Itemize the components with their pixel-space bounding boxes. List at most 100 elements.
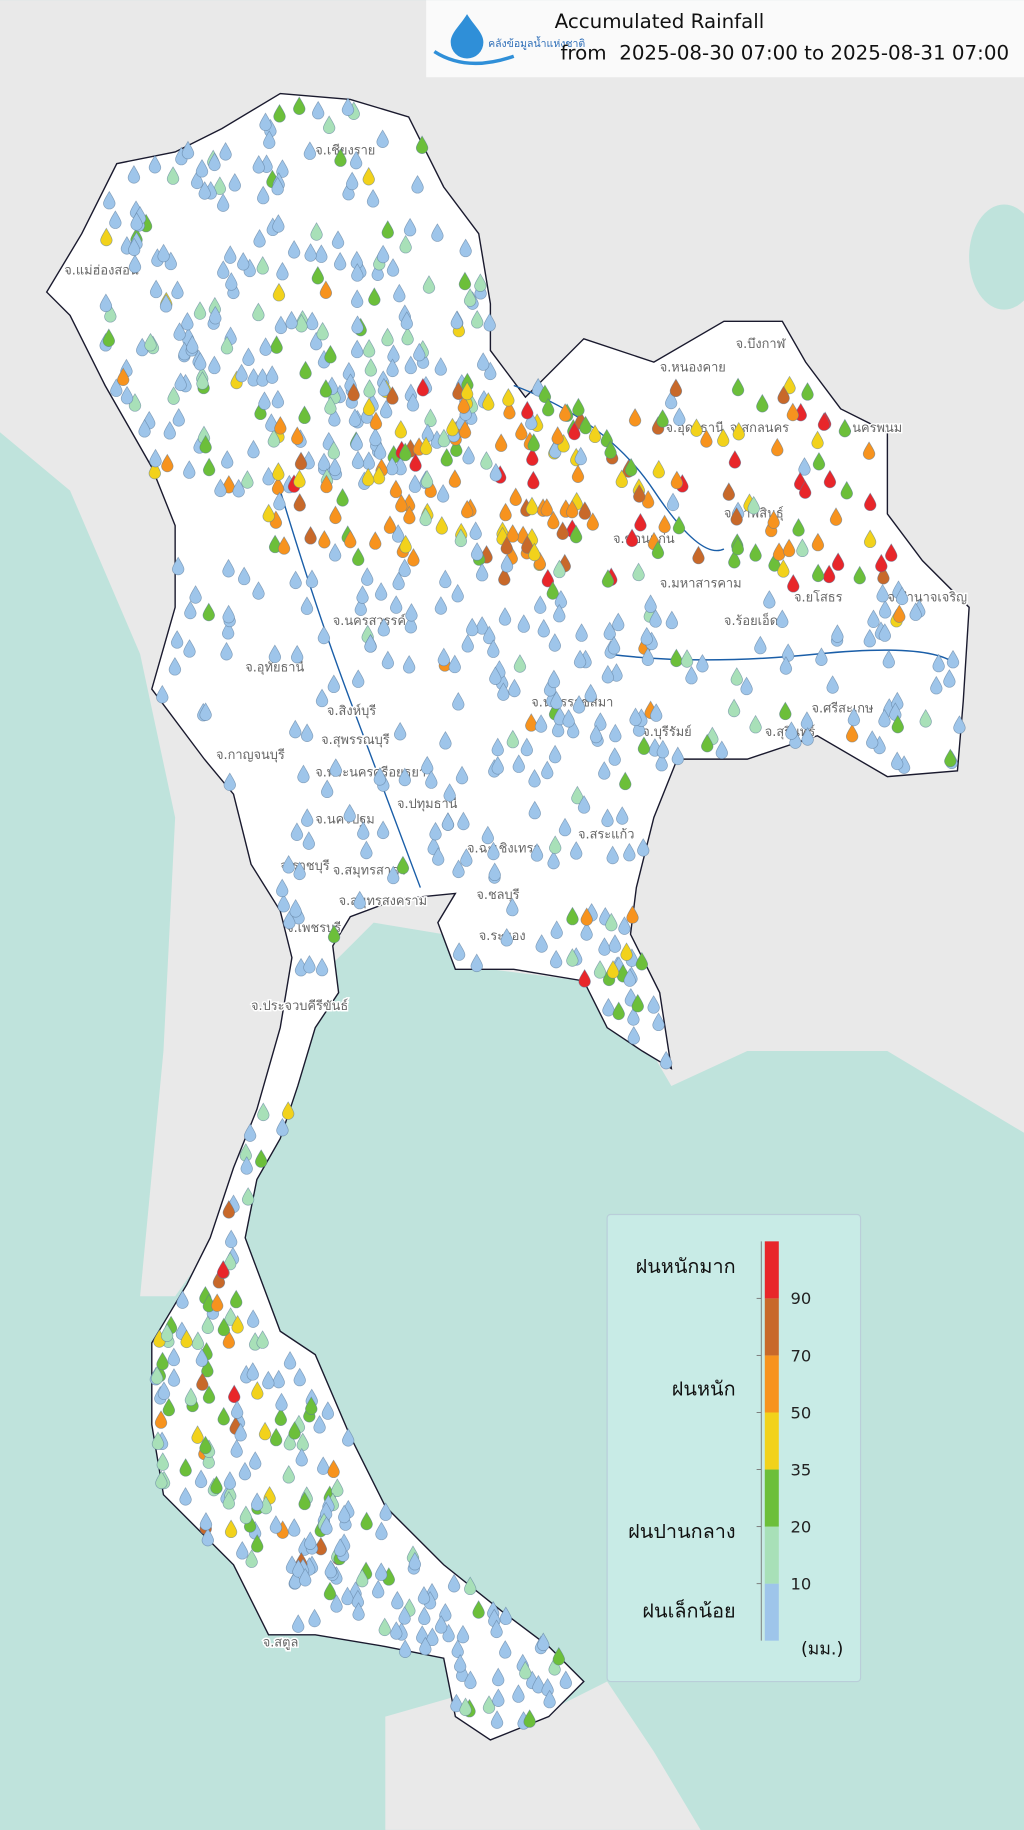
- rain-marker: [273, 491, 286, 511]
- rain-marker: [487, 639, 500, 658]
- rain-marker: [148, 460, 162, 480]
- rain-marker: [946, 649, 960, 669]
- rain-marker: [457, 811, 470, 831]
- rain-marker: [252, 302, 265, 322]
- rain-marker: [574, 446, 587, 466]
- rain-marker: [195, 1348, 209, 1367]
- rain-marker: [877, 565, 890, 585]
- rain-marker: [558, 817, 572, 837]
- rain-marker: [443, 783, 456, 802]
- rain-marker: [459, 1697, 472, 1717]
- rain-marker: [369, 411, 383, 431]
- rain-marker: [408, 1551, 422, 1571]
- rain-marker: [208, 152, 221, 172]
- rain-marker: [629, 707, 642, 727]
- rain-marker: [276, 159, 289, 178]
- rain-marker: [826, 675, 839, 694]
- province-label: จ.สมุทรสงคราม: [339, 894, 427, 909]
- rain-marker: [253, 229, 266, 248]
- sea: [969, 204, 1024, 310]
- rain-marker: [885, 543, 898, 562]
- rain-marker: [376, 244, 390, 264]
- rain-marker: [731, 377, 745, 397]
- rain-marker: [317, 1456, 330, 1475]
- rain-marker: [213, 176, 227, 195]
- rain-marker: [138, 419, 151, 438]
- rain-marker: [230, 1400, 244, 1419]
- rain-marker: [470, 953, 483, 973]
- rain-marker: [490, 1710, 504, 1729]
- rain-marker: [558, 403, 572, 422]
- rain-marker: [492, 1667, 505, 1687]
- rain-marker: [450, 310, 463, 330]
- rain-marker: [173, 322, 186, 341]
- rain-marker: [502, 387, 515, 407]
- rain-marker: [274, 1407, 288, 1426]
- rain-marker: [551, 718, 565, 738]
- rain-marker: [376, 129, 389, 148]
- rain-marker: [162, 1397, 176, 1417]
- rain-marker: [196, 1372, 209, 1391]
- rain-marker: [919, 709, 932, 728]
- rain-marker: [154, 1410, 168, 1429]
- rain-marker: [217, 260, 230, 279]
- rain-marker: [184, 600, 197, 620]
- rain-marker: [202, 1450, 215, 1469]
- rain-marker: [404, 355, 417, 375]
- rain-marker: [258, 391, 271, 410]
- legend-swatch: [764, 1583, 779, 1641]
- rain-marker: [372, 465, 386, 485]
- rain-marker: [876, 583, 889, 603]
- rain-marker: [179, 1458, 192, 1477]
- rain-marker: [548, 633, 562, 652]
- rain-marker: [612, 1001, 625, 1021]
- rain-marker: [155, 1470, 168, 1490]
- rain-marker: [401, 326, 414, 346]
- rain-marker: [500, 553, 514, 573]
- rain-marker: [482, 392, 495, 411]
- rain-marker: [348, 408, 362, 427]
- rain-marker: [447, 1573, 461, 1593]
- rain-marker: [361, 567, 374, 586]
- rain-marker: [352, 547, 365, 566]
- rain-marker: [875, 553, 888, 573]
- rain-marker: [320, 474, 333, 494]
- rain-marker: [246, 1362, 259, 1381]
- rain-marker: [457, 395, 470, 414]
- rain-marker: [799, 480, 812, 499]
- rain-marker: [586, 512, 599, 531]
- rain-marker: [680, 649, 694, 668]
- map-title: Accumulated Rainfall: [555, 10, 765, 33]
- rain-marker: [364, 634, 377, 653]
- rain-marker: [448, 469, 462, 488]
- rain-marker: [573, 649, 587, 669]
- province-label: จ.พระนครศรีอยุธยา: [315, 766, 426, 781]
- rain-marker: [786, 402, 800, 422]
- legend: 10 20 35 50 70 90 ฝนหนักมากฝนหนักฝนปานกลางฝนเล…: [606, 1213, 862, 1683]
- rain-marker: [230, 1289, 243, 1309]
- rain-marker: [282, 1464, 295, 1484]
- rain-marker: [360, 840, 373, 860]
- rain-marker: [628, 408, 642, 427]
- rain-marker: [618, 916, 631, 935]
- rain-marker: [360, 1511, 373, 1531]
- rain-marker: [144, 332, 157, 352]
- rain-marker: [249, 1451, 262, 1470]
- rain-marker: [601, 808, 614, 828]
- rain-marker: [722, 482, 736, 501]
- rain-marker: [417, 1586, 431, 1605]
- rain-marker: [603, 621, 616, 641]
- province-label: จ.ร้อยเอ็ด: [724, 612, 778, 629]
- rain-marker: [867, 609, 880, 628]
- rain-marker: [673, 407, 686, 426]
- rain-marker: [377, 617, 390, 637]
- rain-marker: [199, 1435, 212, 1455]
- rain-marker: [342, 181, 355, 201]
- rain-marker: [378, 1617, 391, 1637]
- province-label: จ.ศรีสะเกษ: [811, 701, 873, 716]
- rain-marker: [183, 460, 196, 479]
- province-label: จ.หนองคาย: [660, 360, 726, 375]
- rain-marker: [631, 993, 644, 1013]
- rain-marker: [777, 559, 790, 578]
